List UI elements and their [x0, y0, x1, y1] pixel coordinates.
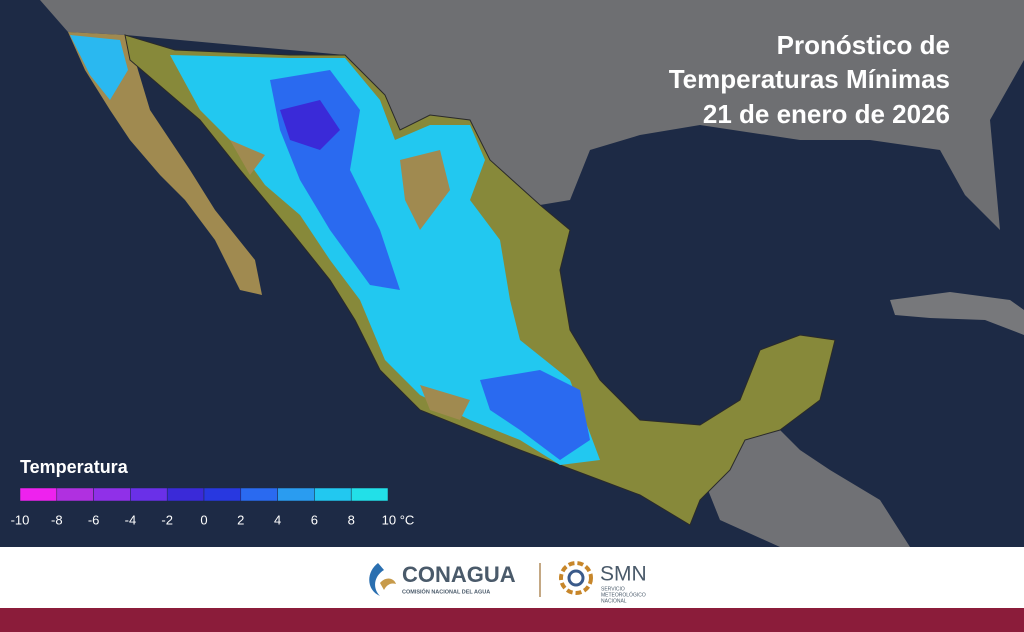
legend-tick-label: 2	[237, 512, 244, 527]
smn-subtitle: SERVICIO	[601, 586, 625, 592]
temp-area	[280, 100, 340, 150]
legend-swatch	[19, 487, 58, 502]
legend-tick-label: -8	[51, 512, 63, 527]
conagua-logo	[380, 578, 396, 590]
conagua-name: CONAGUA	[402, 562, 516, 587]
central-america	[700, 430, 910, 547]
legend-tick-label: -6	[88, 512, 100, 527]
legend: -10 -8 -6 -4 -2 0 2 4 6 8 10 °C	[11, 487, 415, 527]
legend-swatch	[203, 487, 242, 502]
legend-tick-label: -10	[11, 512, 30, 527]
title-line: Temperaturas Mínimas	[669, 64, 950, 94]
footer	[0, 547, 1024, 608]
temp-area	[70, 35, 128, 100]
legend-swatch	[277, 487, 315, 502]
cuba	[890, 292, 1024, 335]
smn-logo	[559, 561, 593, 595]
legend-swatch	[93, 487, 131, 502]
legend-swatch	[240, 487, 278, 502]
legend-tick-label: 10 °C	[382, 512, 415, 527]
legend-swatch	[350, 487, 389, 502]
baja-california	[68, 32, 262, 295]
title-line: 21 de enero de 2026	[703, 99, 950, 129]
legend-tick-label: 6	[311, 512, 318, 527]
smn-subtitle: METEOROLÓGICO	[601, 591, 646, 598]
temp-area	[480, 370, 590, 460]
smn-subtitle: NACIONAL	[601, 598, 627, 604]
legend-swatch	[166, 487, 205, 502]
legend-tick-label: 4	[274, 512, 281, 527]
smn-logo	[567, 569, 585, 587]
footer-band	[0, 608, 1024, 632]
legend-tick-label: 8	[348, 512, 355, 527]
legend-swatch	[314, 487, 352, 502]
conagua-subtitle: COMISIÓN NACIONAL DEL AGUA	[402, 587, 490, 595]
conagua-logo	[369, 563, 384, 596]
legend-title: Temperatura	[20, 457, 129, 477]
usa-land	[0, 0, 1024, 230]
legend-tick-label: 0	[200, 512, 207, 527]
legend-tick-label: -2	[161, 512, 173, 527]
legend-swatch	[130, 487, 168, 502]
legend-tick-label: -4	[125, 512, 137, 527]
smn-name: SMN	[600, 563, 647, 586]
warm-area	[230, 140, 470, 420]
title-line: Pronóstico de	[777, 30, 950, 60]
legend-swatch	[56, 487, 94, 502]
